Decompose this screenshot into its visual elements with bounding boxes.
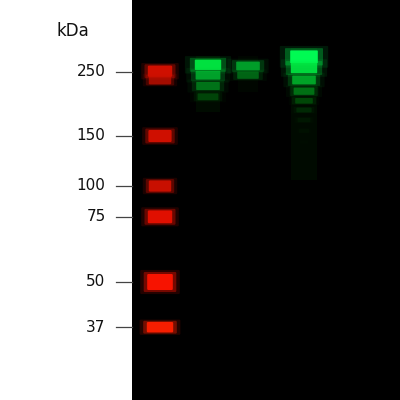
FancyBboxPatch shape [299, 129, 309, 133]
FancyBboxPatch shape [300, 151, 308, 154]
Bar [196, 56, 220, 112]
FancyBboxPatch shape [186, 68, 230, 82]
FancyBboxPatch shape [292, 97, 316, 104]
FancyBboxPatch shape [149, 76, 171, 84]
Bar [0, 0, 132, 400]
Bar [132, 0, 400, 400]
FancyBboxPatch shape [280, 46, 328, 68]
FancyBboxPatch shape [144, 64, 176, 78]
FancyBboxPatch shape [148, 130, 172, 142]
FancyBboxPatch shape [295, 117, 313, 123]
Text: 100: 100 [77, 178, 106, 194]
Bar [291, 48, 317, 180]
FancyBboxPatch shape [227, 59, 269, 73]
FancyBboxPatch shape [285, 48, 323, 66]
FancyBboxPatch shape [141, 63, 179, 80]
FancyBboxPatch shape [191, 69, 225, 81]
Bar [238, 56, 258, 92]
FancyBboxPatch shape [288, 74, 320, 86]
FancyBboxPatch shape [196, 82, 220, 90]
Text: 150: 150 [77, 128, 106, 144]
FancyBboxPatch shape [146, 179, 174, 193]
FancyBboxPatch shape [146, 75, 174, 85]
FancyBboxPatch shape [229, 69, 267, 81]
FancyBboxPatch shape [294, 107, 314, 113]
FancyBboxPatch shape [286, 61, 322, 75]
FancyBboxPatch shape [233, 70, 263, 80]
FancyBboxPatch shape [148, 66, 172, 77]
FancyBboxPatch shape [143, 178, 177, 194]
FancyBboxPatch shape [284, 73, 325, 87]
FancyBboxPatch shape [198, 93, 218, 100]
Text: 50: 50 [86, 274, 106, 290]
FancyBboxPatch shape [144, 209, 176, 225]
FancyBboxPatch shape [286, 85, 322, 97]
FancyBboxPatch shape [143, 321, 177, 334]
FancyBboxPatch shape [194, 92, 222, 101]
FancyBboxPatch shape [281, 59, 327, 77]
FancyBboxPatch shape [145, 128, 175, 144]
Text: kDa: kDa [56, 22, 89, 40]
FancyBboxPatch shape [294, 88, 314, 95]
FancyBboxPatch shape [144, 272, 176, 292]
FancyBboxPatch shape [232, 60, 264, 72]
FancyBboxPatch shape [148, 210, 172, 223]
FancyBboxPatch shape [140, 320, 180, 335]
Text: 37: 37 [86, 320, 106, 335]
FancyBboxPatch shape [290, 50, 318, 63]
FancyBboxPatch shape [298, 118, 310, 122]
FancyBboxPatch shape [290, 86, 318, 96]
FancyBboxPatch shape [292, 76, 316, 84]
FancyBboxPatch shape [236, 62, 260, 70]
Text: 75: 75 [86, 209, 106, 224]
FancyBboxPatch shape [187, 80, 229, 92]
FancyBboxPatch shape [192, 81, 224, 91]
FancyBboxPatch shape [301, 162, 307, 166]
FancyBboxPatch shape [149, 180, 171, 192]
FancyBboxPatch shape [196, 71, 220, 80]
FancyBboxPatch shape [195, 60, 221, 70]
FancyBboxPatch shape [237, 72, 259, 79]
FancyBboxPatch shape [185, 56, 231, 74]
FancyBboxPatch shape [141, 207, 179, 226]
FancyBboxPatch shape [295, 98, 313, 104]
FancyBboxPatch shape [190, 58, 226, 72]
FancyBboxPatch shape [147, 274, 173, 290]
FancyBboxPatch shape [296, 108, 312, 112]
FancyBboxPatch shape [291, 63, 317, 73]
FancyBboxPatch shape [300, 140, 308, 144]
FancyBboxPatch shape [143, 74, 177, 86]
FancyBboxPatch shape [147, 322, 173, 332]
Text: 250: 250 [77, 64, 106, 80]
FancyBboxPatch shape [142, 127, 178, 145]
FancyBboxPatch shape [140, 270, 180, 294]
